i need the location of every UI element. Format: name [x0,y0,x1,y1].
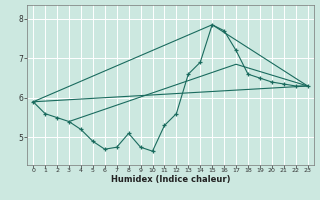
X-axis label: Humidex (Indice chaleur): Humidex (Indice chaleur) [111,175,230,184]
